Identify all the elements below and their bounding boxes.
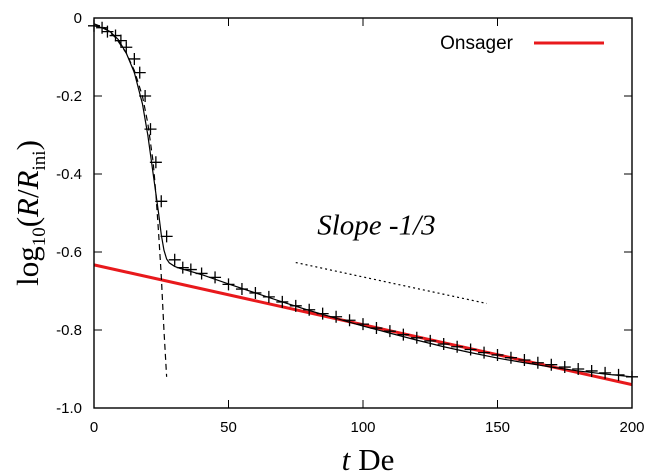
data-point <box>585 364 598 377</box>
data-point <box>343 314 356 327</box>
data-point <box>478 346 491 359</box>
slope-annotation: Slope -1/3 <box>317 209 435 241</box>
data-point <box>316 307 329 320</box>
data-point <box>195 267 208 280</box>
data-point <box>451 340 464 353</box>
data-point <box>612 368 625 381</box>
data-point <box>424 334 437 347</box>
y-title-subini: ini <box>29 150 50 170</box>
x-axis-title-unit: De <box>358 442 394 475</box>
data-point <box>222 278 235 291</box>
y-tick-label: -0.4 <box>56 166 82 183</box>
x-tick-label: 150 <box>485 419 510 436</box>
y-axis-title: log10(R/Rini) <box>10 140 50 286</box>
data-point <box>518 354 531 367</box>
x-tick-label: 0 <box>90 419 98 436</box>
data-point <box>101 25 114 38</box>
data-point <box>558 361 571 374</box>
y-title-R: R <box>10 198 45 218</box>
data-point <box>410 331 423 344</box>
plot-area <box>94 18 632 408</box>
data-point <box>545 358 558 371</box>
x-tick-label: 100 <box>350 419 375 436</box>
x-axis-title-var: t <box>342 442 352 475</box>
y-tick-label: -1.0 <box>56 400 82 417</box>
data-point <box>184 263 197 276</box>
legend-label-onsager: Onsager <box>440 33 514 54</box>
series-layer <box>88 19 638 387</box>
data-point <box>120 41 133 54</box>
x-tick-label: 50 <box>220 419 237 436</box>
data-point <box>176 261 189 274</box>
y-title-log: log <box>10 246 45 286</box>
data-point <box>370 322 383 335</box>
y-title-close: ) <box>10 140 45 150</box>
x-axis-title: t De <box>342 442 395 475</box>
tick-labels: 0 50 100 150 200 0 -0.2 -0.4 -0.6 -0.8 -1.0 <box>56 10 644 436</box>
data-point <box>149 156 162 169</box>
data-point <box>160 230 173 243</box>
data-point <box>109 29 122 42</box>
data-point <box>504 351 517 364</box>
data-point <box>357 318 369 331</box>
data-point <box>599 366 612 379</box>
data-point <box>133 66 146 79</box>
legend: Onsager <box>440 33 604 54</box>
y-title-sub10: 10 <box>29 227 50 246</box>
data-point <box>144 123 157 136</box>
data-point <box>303 303 316 316</box>
data-point <box>276 295 289 308</box>
y-tick-label: 0 <box>74 10 82 27</box>
data-point <box>128 52 141 65</box>
y-tick-label: -0.8 <box>56 322 82 339</box>
data-point <box>235 283 248 296</box>
plot-frame <box>93 17 633 409</box>
data-point <box>139 90 152 102</box>
y-tick-label: -0.2 <box>56 88 82 105</box>
series-markers <box>88 19 638 383</box>
data-point <box>383 325 396 338</box>
data-point <box>464 343 477 356</box>
series-early-fit <box>93 23 168 377</box>
data-point <box>491 348 504 361</box>
y-title-slash: / <box>10 189 45 198</box>
data-point <box>168 253 181 266</box>
data-point <box>330 310 343 323</box>
data-point <box>262 290 275 303</box>
y-title-open: ( <box>10 217 45 227</box>
data-point <box>397 328 410 341</box>
data-point <box>289 299 302 312</box>
data-point <box>531 356 544 369</box>
x-tick-label: 200 <box>619 419 644 436</box>
data-point <box>572 363 585 375</box>
y-title-R2: R <box>10 170 45 190</box>
y-tick-label: -0.6 <box>56 244 82 261</box>
data-point <box>249 286 262 299</box>
data-point <box>155 195 168 208</box>
data-point <box>209 271 222 284</box>
data-point <box>437 338 450 351</box>
